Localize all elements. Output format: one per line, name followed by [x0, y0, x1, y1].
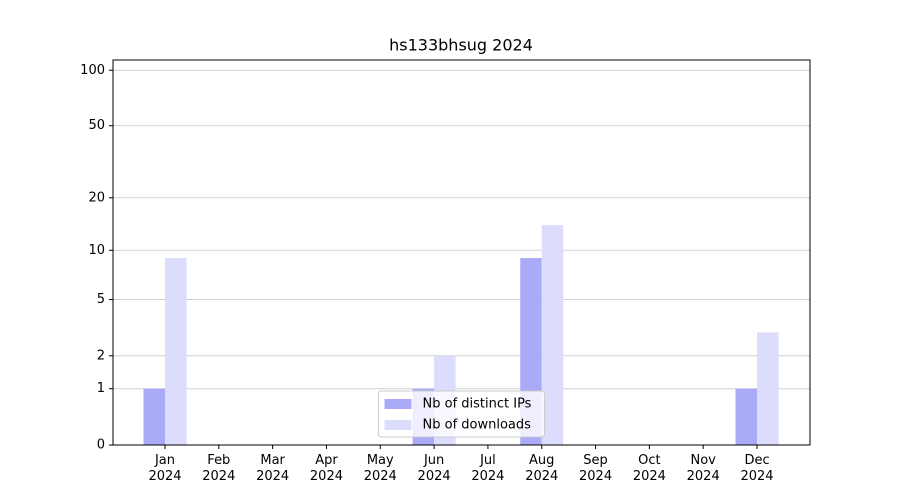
x-tick-label: Jul 2024 — [471, 453, 505, 484]
legend-swatch — [384, 399, 412, 409]
x-tick-label: Nov 2024 — [686, 453, 720, 484]
bar — [735, 388, 758, 445]
y-tick-label: 10 — [88, 243, 105, 258]
y-tick-label: 2 — [97, 348, 105, 363]
x-tick-label: Oct 2024 — [632, 453, 666, 484]
x-tick-label: Feb 2024 — [202, 453, 236, 484]
x-tick-label: Jun 2024 — [417, 453, 451, 484]
x-tick-label: Mar 2024 — [256, 453, 290, 484]
bar — [143, 388, 165, 445]
bar — [165, 258, 187, 445]
y-tick-label: 5 — [97, 292, 105, 307]
legend-label: Nb of distinct IPs — [423, 397, 532, 412]
legend-box — [378, 390, 545, 438]
y-tick-label: 20 — [88, 190, 105, 205]
y-tick-label: 1 — [97, 381, 105, 396]
legend-swatch — [384, 420, 412, 430]
x-tick-label: Apr 2024 — [309, 453, 343, 484]
bar — [757, 332, 779, 445]
x-tick-label: Jan 2024 — [148, 453, 182, 484]
x-tick-label: May 2024 — [363, 453, 397, 484]
y-tick-label: 0 — [97, 438, 105, 453]
chart-title: hs133bhsug 2024 — [389, 36, 533, 55]
x-tick-label: Dec 2024 — [740, 453, 774, 484]
y-tick-label: 50 — [88, 118, 105, 133]
y-tick-label: 100 — [80, 63, 105, 78]
x-tick-label: Aug 2024 — [525, 453, 559, 484]
legend-label: Nb of downloads — [423, 418, 532, 433]
plot-frame — [112, 59, 811, 446]
x-tick-label: Sep 2024 — [579, 453, 613, 484]
bar — [541, 225, 564, 445]
